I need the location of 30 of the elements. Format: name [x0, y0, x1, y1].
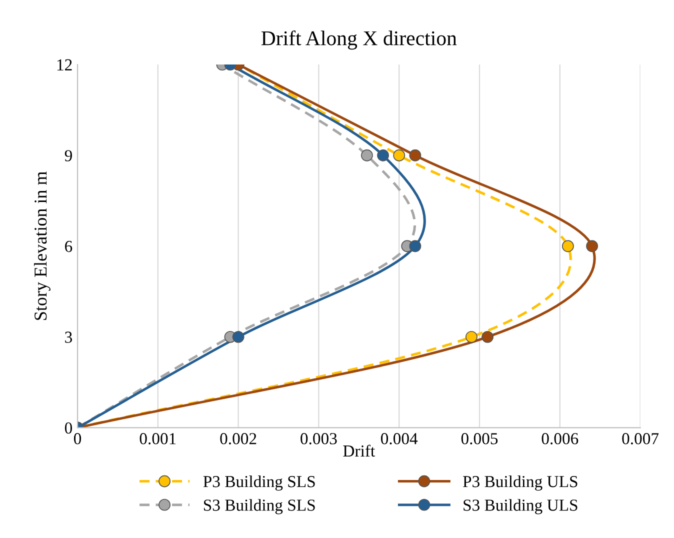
- point: [465, 330, 478, 343]
- y-tick-label: 9: [64, 150, 72, 162]
- y-tick-label: 3: [65, 332, 72, 343]
- x-tick-label: 0: [74, 433, 82, 444]
- point: [377, 149, 389, 162]
- point: [232, 330, 244, 343]
- x-axis-title: Drift: [343, 444, 376, 457]
- point: [562, 240, 574, 252]
- x-tick-label: 0.001: [140, 433, 176, 444]
- x-tick-label: 0.007: [622, 433, 659, 444]
- point: [360, 149, 373, 162]
- legend-label: S3 Building ULS: [464, 499, 578, 514]
- point: [482, 330, 494, 343]
- point: [409, 240, 422, 252]
- point: [393, 149, 406, 162]
- x-tick-label: 0.003: [300, 433, 337, 444]
- legend-label: S3 Building SLS: [204, 499, 315, 514]
- legend-label: P3 Building ULS: [463, 475, 578, 491]
- x-tick-label: 0.006: [542, 433, 578, 444]
- legend-label: P3 Building SLS: [203, 475, 315, 491]
- point: [409, 149, 422, 162]
- x-tick-label: 0.004: [380, 433, 418, 444]
- y-axis-title: Story Elevation in m: [34, 171, 50, 320]
- y-tick-label: 6: [65, 240, 72, 252]
- point: [586, 240, 598, 252]
- x-tick-label: 0.005: [461, 433, 498, 444]
- x-tick-label: 0.002: [220, 433, 256, 444]
- chart-title: Drift Along X direction: [261, 30, 457, 50]
- y-tick-label: 12: [57, 59, 72, 70]
- y-tick-label: 0: [64, 422, 72, 434]
